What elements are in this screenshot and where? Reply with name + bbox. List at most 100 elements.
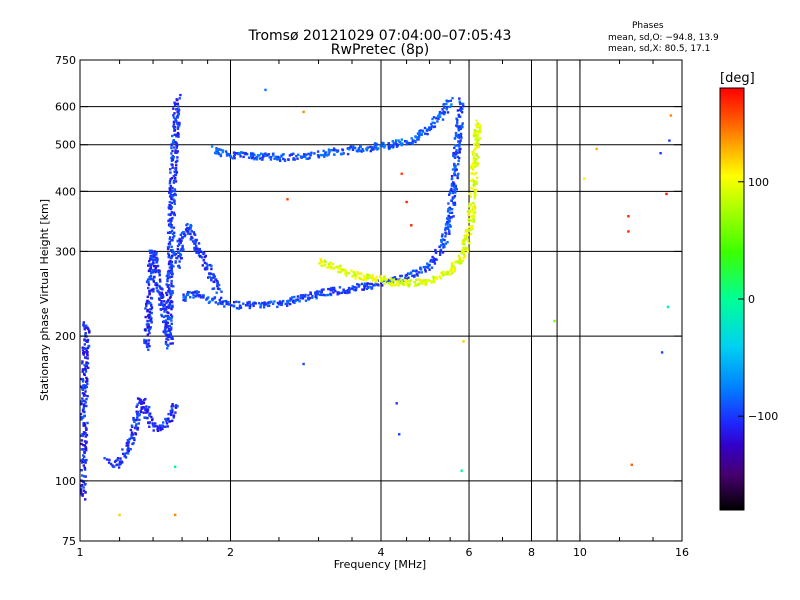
echo-point: [166, 324, 170, 328]
echo-point: [445, 232, 448, 235]
echo-point: [353, 146, 357, 150]
echo-point: [464, 230, 467, 233]
echo-point: [113, 465, 116, 468]
echo-point: [344, 272, 347, 275]
colorbar-label: [deg]: [720, 71, 755, 86]
echo-point: [220, 290, 223, 293]
echo-point: [400, 274, 403, 278]
echo-point: [357, 147, 361, 150]
echo-point: [170, 326, 173, 329]
echo-point: [169, 204, 172, 208]
echo-point: [83, 468, 87, 471]
echo-point: [82, 379, 85, 382]
echo-point: [151, 262, 155, 265]
echo-point: [242, 155, 245, 159]
echo-point: [86, 346, 90, 350]
echo-point: [379, 144, 382, 147]
echo-point: [191, 237, 194, 240]
echo-point: [178, 238, 181, 241]
echo-point: [232, 305, 236, 308]
echo-point: [351, 285, 355, 288]
echo-point: [406, 279, 410, 283]
scattered-point: [410, 224, 413, 227]
echo-point: [453, 173, 456, 176]
echo-point: [146, 319, 149, 323]
echo-point: [332, 267, 336, 270]
echo-point: [466, 250, 469, 253]
echo-point: [158, 272, 161, 275]
echo-point: [193, 249, 196, 252]
scattered-point: [286, 198, 289, 201]
echo-point: [341, 152, 344, 156]
echo-point: [380, 277, 383, 281]
echo-point: [382, 142, 385, 145]
echo-point: [350, 269, 353, 272]
echo-point: [145, 408, 148, 411]
echo-point: [446, 227, 450, 230]
echo-point: [449, 99, 452, 102]
scattered-point: [595, 147, 598, 151]
echo-point: [170, 152, 173, 155]
echo-point: [259, 157, 262, 160]
echo-point: [193, 246, 196, 250]
echo-point: [176, 159, 179, 162]
echo-point: [168, 266, 172, 269]
echo-point: [387, 142, 390, 145]
echo-point: [406, 283, 409, 287]
echo-point: [478, 124, 482, 127]
echo-point: [146, 344, 150, 347]
echo-point: [318, 262, 321, 265]
echo-point: [320, 288, 324, 292]
echo-point: [80, 442, 83, 446]
echo-point: [387, 146, 391, 149]
echo-point: [448, 211, 452, 214]
echo-point: [145, 303, 148, 306]
echo-point: [405, 273, 409, 276]
echo-point: [169, 168, 172, 171]
echo-point: [471, 205, 475, 209]
echo-point: [187, 232, 190, 235]
echo-point: [171, 149, 174, 153]
echo-point: [148, 292, 151, 295]
echo-point: [440, 112, 444, 115]
echo-point: [84, 426, 88, 429]
echo-point: [449, 269, 452, 272]
echo-point: [451, 182, 454, 186]
x-tick-label: 10: [573, 546, 587, 559]
echo-point: [385, 278, 389, 281]
echo-point: [393, 276, 396, 279]
echo-point: [174, 149, 177, 152]
echo-point: [177, 135, 180, 138]
echo-point: [171, 272, 174, 276]
y-tick-label: 500: [55, 139, 76, 152]
echo-point: [135, 418, 138, 422]
echo-point: [167, 213, 170, 216]
echo-point: [82, 409, 85, 413]
echo-point: [166, 278, 169, 281]
echo-point: [324, 260, 327, 264]
echo-point: [338, 291, 341, 295]
echo-point: [172, 405, 175, 408]
echo-point: [441, 274, 445, 277]
echo-point: [163, 329, 166, 332]
echo-point: [327, 148, 331, 151]
echo-point: [433, 262, 437, 265]
echo-point: [174, 411, 177, 414]
echo-point: [160, 300, 163, 303]
echo-point: [446, 100, 449, 103]
echo-point: [171, 290, 174, 293]
echo-point: [171, 342, 174, 345]
echo-point: [473, 173, 476, 176]
echo-point: [424, 280, 428, 284]
echo-point: [170, 307, 173, 311]
echo-point: [83, 466, 86, 469]
echo-point: [179, 253, 183, 257]
echo-point: [199, 296, 203, 299]
echo-point: [155, 261, 158, 264]
echo-point: [172, 139, 175, 142]
echo-point: [171, 248, 174, 252]
echo-point: [346, 152, 350, 156]
echo-point: [472, 156, 476, 159]
echo-point: [438, 275, 441, 278]
